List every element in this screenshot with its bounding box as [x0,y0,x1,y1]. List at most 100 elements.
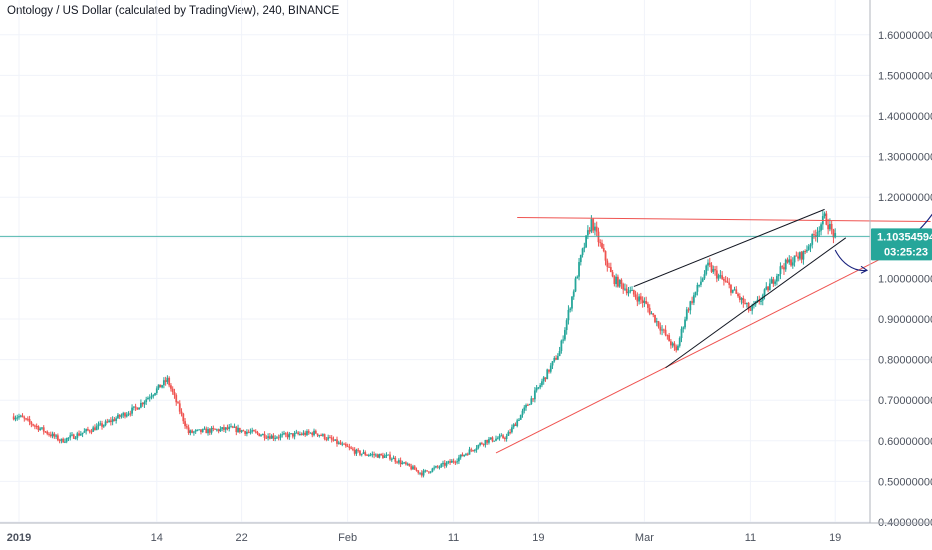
y-tick-label: 1.50000000 [878,70,932,82]
candle-body [502,435,504,439]
candle-body [136,407,139,410]
candle-body [309,432,312,434]
candle-body [689,301,692,311]
y-tick-label: 1.70000000 [878,0,932,1]
candle-body [427,471,430,473]
candle-body [254,431,257,433]
candle-body [482,444,485,446]
candle-body [491,437,494,442]
candle-body [447,461,450,463]
candle-body [431,468,434,472]
candle-body [267,436,269,438]
candle-body [60,438,63,441]
candle-body [639,296,642,300]
candle-body [629,290,632,292]
candle-body [205,428,208,434]
candle-body [555,357,557,360]
candle-body [134,406,137,408]
candle-body [606,260,609,267]
candle-body [678,337,681,346]
candle-body [28,419,31,423]
candle-body [341,443,344,445]
candle-body [16,417,19,419]
candle-body [88,430,91,432]
candle-body [230,426,232,428]
candle-body [307,431,310,433]
candle-body [802,251,805,260]
candle-body [445,462,448,466]
x-tick-label: 22 [235,532,247,544]
candle-body [643,301,646,303]
candle-body [23,417,26,419]
candle-body [647,303,649,308]
candle-body [816,231,819,237]
candle-body [574,278,577,292]
candle-body [21,415,24,418]
candle-body [44,431,47,433]
candle-body [611,272,614,277]
candle-body [334,439,337,441]
candle-body [436,466,439,468]
candle-body [281,434,284,436]
candle-body [488,439,490,443]
candle-body [468,449,471,455]
candle-body [268,436,271,439]
candle-body [132,406,135,408]
candle-body [553,357,556,362]
candle-body [170,385,172,389]
candle-body [76,433,79,439]
down-arrow[interactable] [834,249,868,272]
candle-body [572,291,575,297]
candle-body [507,432,510,436]
candle-body [55,435,57,437]
candle-body [638,296,640,302]
candle-body [32,424,35,426]
candle-body [193,431,195,433]
rising-wedge-lower[interactable] [665,237,847,369]
candle-body [798,252,801,259]
candle-body [556,356,559,360]
candle-body [456,461,459,463]
candle-body [258,433,261,437]
candle-body [631,289,633,291]
candle-body [263,433,266,438]
candle-body [811,234,814,245]
candle-body [299,433,301,435]
candle-body [360,453,363,455]
candle-body [231,426,234,428]
candle-body [475,448,478,450]
candle-body [106,421,109,423]
candle-body [246,431,248,434]
candle-body [78,433,80,436]
candle-body [288,433,291,438]
candle-body [138,407,141,410]
candle-body [337,442,340,444]
candle-body [779,266,782,275]
candle-body [701,278,704,282]
candle-body [477,445,480,449]
candle-body [219,428,222,432]
candle-body [505,435,508,439]
candle-body [198,429,201,431]
candle-body [450,460,453,463]
candle-body [291,433,294,437]
price-badge [871,228,932,261]
candle-body [463,454,466,457]
candle-body [698,284,701,286]
candle-body [260,435,262,437]
candle-body [420,472,423,476]
down-arrow-head [860,265,869,274]
candle-body [567,309,570,321]
candle-body [323,434,326,439]
candle-body [503,438,506,440]
rising-wedge-upper[interactable] [633,208,825,287]
candle-body [542,377,545,382]
candle-body [399,460,402,465]
candle-body [758,299,761,302]
candle-body [99,423,102,425]
horizontal-line[interactable] [517,217,931,223]
candle-body [744,303,746,305]
candle-body [735,289,738,294]
candle-body [473,449,476,451]
